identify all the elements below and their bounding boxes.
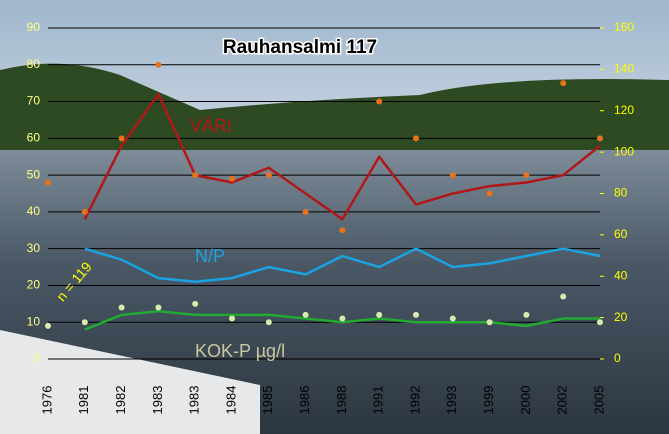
data-point: [376, 98, 383, 105]
data-point: [302, 311, 309, 318]
y-tick-label: 40: [27, 204, 41, 218]
data-point: [118, 135, 125, 142]
y-tick-label: 60: [27, 131, 41, 145]
y-tick-label: 80: [27, 57, 41, 71]
data-point: [413, 135, 419, 142]
x-tick-label: 1984: [223, 386, 238, 415]
x-tick-label: 1991: [371, 386, 386, 415]
data-point: [339, 315, 346, 322]
data-point: [413, 311, 419, 318]
x-tick-label: 2005: [591, 386, 606, 415]
x-tick-label: 1993: [444, 386, 459, 415]
y2-tick-label: 0: [614, 351, 621, 365]
data-point: [81, 319, 88, 326]
data-point: [449, 315, 456, 322]
y2-tick-label: 140: [614, 62, 634, 76]
data-point: [376, 311, 383, 318]
series-line: [84, 247, 601, 284]
series-line: [84, 309, 600, 331]
x-tick-label: 1986: [297, 386, 312, 415]
y2-tick-label: 100: [614, 144, 634, 158]
y2-tick-label: 80: [614, 186, 628, 200]
data-point: [192, 300, 199, 307]
y2-tick-label: 120: [614, 103, 634, 117]
annotation: KOK-P µg/l: [195, 341, 285, 361]
background-railing: [0, 330, 260, 434]
data-point: [523, 172, 530, 179]
x-tick-label: 1976: [39, 386, 54, 415]
data-point: [523, 311, 530, 318]
x-tick-label: 2000: [518, 386, 533, 415]
data-point: [229, 315, 235, 322]
data-point: [597, 135, 603, 142]
data-point: [155, 304, 162, 311]
x-tick-label: 2002: [555, 386, 570, 415]
data-point: [449, 172, 456, 179]
data-point: [339, 227, 346, 234]
data-point: [155, 61, 162, 68]
data-point: [265, 172, 272, 179]
data-point: [265, 319, 272, 326]
series-line: [83, 92, 601, 221]
annotation: N/P: [195, 246, 225, 266]
x-tick-label: 1981: [76, 386, 91, 415]
data-point: [597, 319, 603, 326]
y2-tick-label: 60: [614, 227, 628, 241]
y-tick-label: 10: [27, 314, 41, 328]
data-point: [486, 190, 493, 197]
y-tick-label: 90: [27, 20, 41, 34]
y-tick-label: 30: [27, 241, 41, 255]
y-tick-label: 50: [27, 167, 41, 181]
x-tick-label: 1983: [150, 386, 165, 415]
data-point: [486, 319, 493, 326]
data-point: [229, 175, 235, 182]
chart-title: Rauhansalmi 117: [223, 37, 377, 58]
data-point: [81, 208, 88, 215]
data-point: [192, 172, 199, 179]
y-tick-label: 70: [27, 94, 41, 108]
y2-tick-label: 40: [614, 268, 628, 282]
y-tick-label: 0: [33, 351, 40, 365]
background-trees: [0, 63, 669, 160]
x-tick-label: 1988: [334, 386, 349, 415]
annotation: VÄRI: [190, 116, 232, 136]
data-point: [45, 322, 51, 329]
y-tick-label: 20: [27, 278, 41, 292]
data-point: [45, 179, 51, 186]
x-tick-label: 1983: [187, 386, 202, 415]
x-tick-label: 1992: [407, 386, 422, 415]
y2-tick-label: 160: [614, 20, 634, 34]
x-tick-label: 1999: [481, 386, 496, 415]
x-tick-label: 1982: [113, 386, 128, 415]
data-point: [302, 208, 309, 215]
data-point: [560, 293, 567, 300]
data-point: [118, 304, 125, 311]
x-tick-label: 1985: [260, 386, 275, 415]
data-point: [560, 80, 567, 87]
y2-tick-label: 20: [614, 310, 628, 324]
